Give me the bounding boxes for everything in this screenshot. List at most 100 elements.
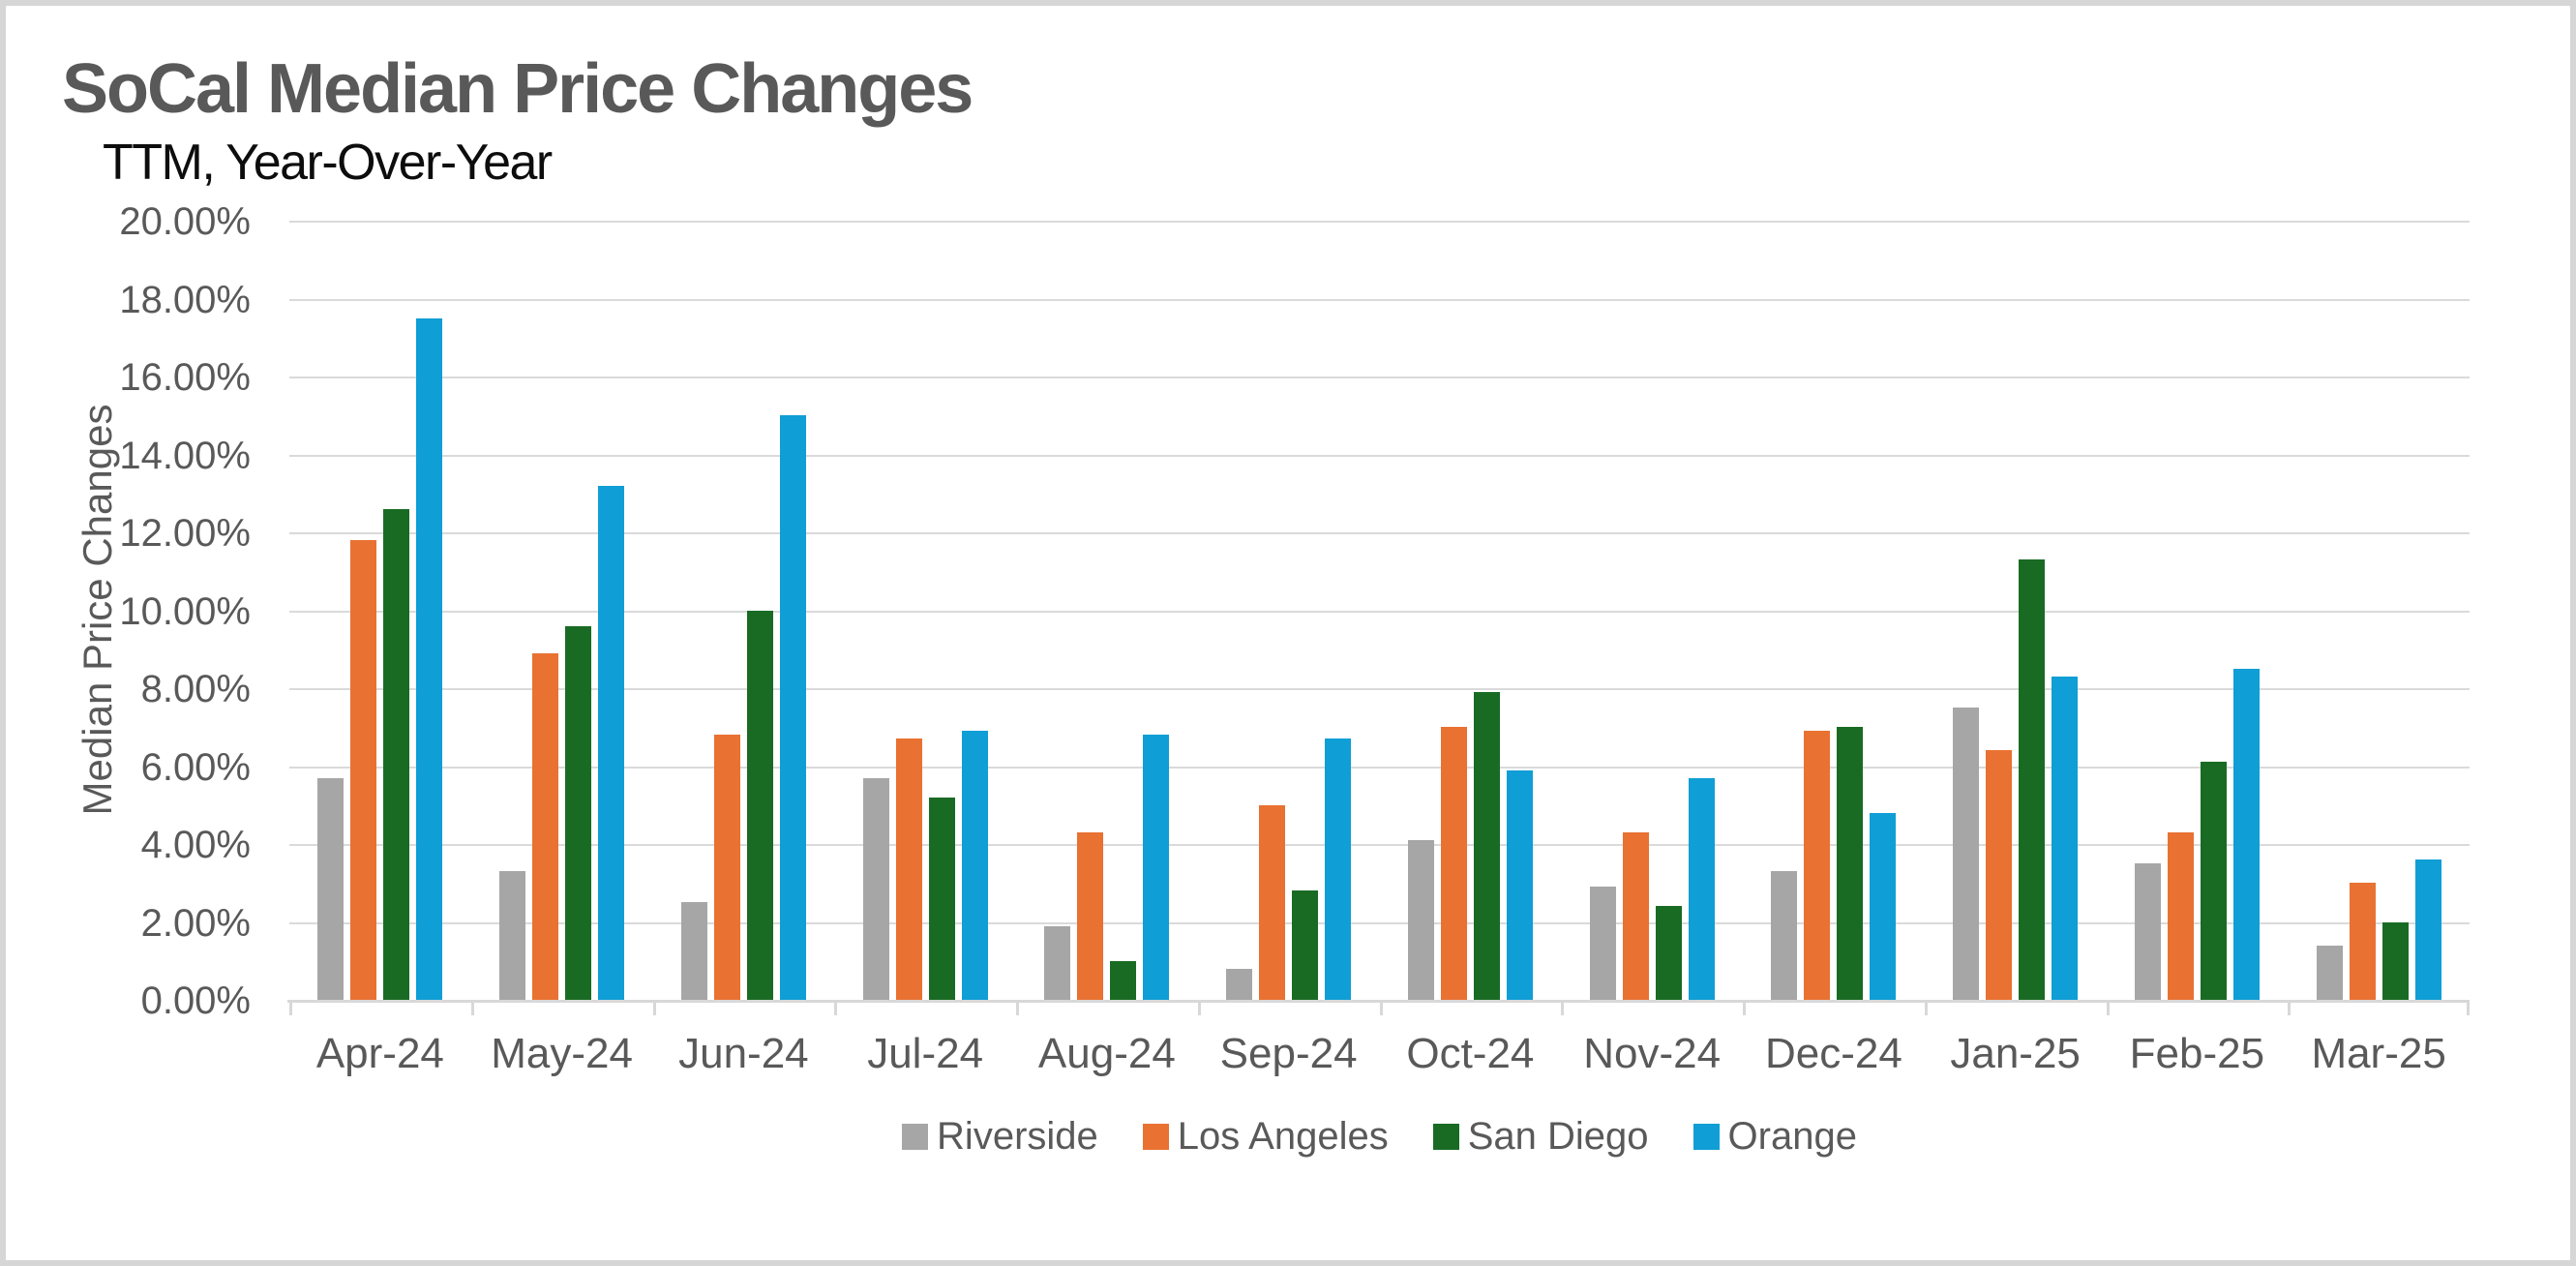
legend-label: Riverside bbox=[937, 1115, 1098, 1158]
bar-los-angeles-May-24 bbox=[532, 652, 559, 1000]
x-axis-tick bbox=[1379, 1001, 1383, 1015]
bar-riverside-Oct-24 bbox=[1407, 839, 1434, 1000]
bar-riverside-Nov-24 bbox=[1589, 887, 1616, 1000]
bar-orange-Jun-24 bbox=[779, 415, 806, 1000]
bar-orange-Dec-24 bbox=[1870, 812, 1897, 1000]
legend: Riverside Los Angeles San Diego Orange bbox=[289, 1115, 2470, 1159]
bar-group-Nov-24 bbox=[1561, 222, 1743, 1000]
y-tick-label: 20.00% bbox=[119, 200, 251, 243]
bar-san-diego-Jan-25 bbox=[2019, 559, 2046, 1000]
bar-san-diego-Feb-25 bbox=[2200, 762, 2227, 1000]
x-category-label-Nov-24: Nov-24 bbox=[1583, 1030, 1722, 1077]
gridline bbox=[289, 688, 2470, 690]
bar-group-Aug-24 bbox=[1016, 222, 1198, 1000]
x-axis-tick bbox=[289, 1001, 292, 1015]
x-category-label-Sep-24: Sep-24 bbox=[1219, 1030, 1358, 1077]
bar-orange-Feb-25 bbox=[2232, 668, 2260, 1000]
bar-riverside-Jan-25 bbox=[1953, 708, 1980, 1000]
x-category-label-May-24: May-24 bbox=[491, 1030, 633, 1077]
gridline bbox=[289, 532, 2470, 534]
x-axis-tick bbox=[1924, 1001, 1928, 1015]
bar-orange-Nov-24 bbox=[1688, 777, 1715, 1000]
chart-subtitle: TTM, Year-Over-Year bbox=[103, 135, 553, 191]
x-axis-tick bbox=[470, 1001, 474, 1015]
bar-group-Mar-25 bbox=[2288, 222, 2470, 1000]
gridline bbox=[289, 844, 2470, 846]
x-category-label-Jan-25: Jan-25 bbox=[1950, 1030, 2081, 1077]
bar-riverside-Sep-24 bbox=[1226, 968, 1253, 1000]
x-axis-line bbox=[287, 1000, 2470, 1003]
gridline bbox=[289, 610, 2470, 613]
bar-riverside-Jul-24 bbox=[862, 777, 889, 1000]
legend-label: Orange bbox=[1727, 1115, 1857, 1158]
y-tick-label: 10.00% bbox=[119, 589, 251, 633]
bar-los-angeles-Oct-24 bbox=[1440, 727, 1467, 1000]
bar-group-Sep-24 bbox=[1198, 222, 1380, 1000]
bar-san-diego-Apr-24 bbox=[383, 508, 410, 1000]
y-tick-label: 6.00% bbox=[140, 745, 251, 789]
bar-orange-Jul-24 bbox=[961, 731, 988, 1000]
y-tick-label: 18.00% bbox=[119, 278, 251, 321]
bar-los-angeles-Feb-25 bbox=[2167, 831, 2194, 1000]
bar-san-diego-Jun-24 bbox=[746, 610, 773, 1000]
x-axis-tick bbox=[2288, 1001, 2291, 1015]
bar-orange-Apr-24 bbox=[416, 317, 443, 1000]
bar-riverside-Dec-24 bbox=[1771, 871, 1798, 1000]
x-category-label-Dec-24: Dec-24 bbox=[1764, 1030, 1902, 1077]
x-axis-tick bbox=[2106, 1001, 2110, 1015]
x-axis-tick bbox=[652, 1001, 656, 1015]
bar-san-diego-Mar-25 bbox=[2381, 921, 2409, 1000]
y-tick-label: 2.00% bbox=[140, 901, 251, 945]
bar-orange-Oct-24 bbox=[1506, 769, 1533, 1000]
x-category-label-Oct-24: Oct-24 bbox=[1406, 1030, 1535, 1077]
bar-riverside-Apr-24 bbox=[317, 777, 344, 1000]
bar-riverside-May-24 bbox=[499, 871, 526, 1000]
bar-san-diego-Sep-24 bbox=[1292, 890, 1319, 1000]
x-axis-tick bbox=[1561, 1001, 1565, 1015]
x-category-label-Aug-24: Aug-24 bbox=[1037, 1030, 1176, 1077]
chart-title: SoCal Median Price Changes bbox=[62, 50, 973, 128]
y-tick-label: 16.00% bbox=[119, 356, 251, 399]
bar-los-angeles-Jun-24 bbox=[713, 735, 740, 1000]
bar-orange-May-24 bbox=[598, 485, 625, 1000]
legend-item-san-diego: San Diego bbox=[1432, 1115, 1649, 1159]
x-axis-tick bbox=[1743, 1001, 1746, 1015]
bar-riverside-Aug-24 bbox=[1044, 925, 1071, 1000]
bar-orange-Mar-25 bbox=[2414, 859, 2441, 1000]
bar-los-angeles-Apr-24 bbox=[350, 540, 377, 1000]
x-category-label-Jun-24: Jun-24 bbox=[678, 1030, 809, 1077]
x-axis-tick bbox=[2467, 1001, 2470, 1015]
bar-riverside-Mar-25 bbox=[2316, 945, 2343, 1000]
bar-san-diego-May-24 bbox=[565, 625, 592, 1000]
legend-label: Los Angeles bbox=[1177, 1115, 1389, 1158]
legend-swatch-icon bbox=[1142, 1124, 1169, 1150]
bar-riverside-Feb-25 bbox=[2134, 863, 2161, 1000]
y-tick-label: 0.00% bbox=[140, 980, 251, 1022]
legend-label: San Diego bbox=[1467, 1115, 1649, 1158]
legend-swatch-icon bbox=[902, 1124, 929, 1150]
bar-san-diego-Jul-24 bbox=[928, 797, 955, 1000]
legend-item-orange: Orange bbox=[1692, 1115, 1857, 1159]
bar-los-angeles-Sep-24 bbox=[1259, 804, 1286, 1000]
x-axis-tick bbox=[834, 1001, 838, 1015]
gridline bbox=[289, 298, 2470, 301]
bar-orange-Jan-25 bbox=[2052, 676, 2079, 1000]
bar-los-angeles-Mar-25 bbox=[2349, 883, 2376, 1000]
bar-san-diego-Aug-24 bbox=[1110, 960, 1137, 1000]
legend-item-riverside: Riverside bbox=[902, 1115, 1098, 1159]
bar-los-angeles-Nov-24 bbox=[1622, 831, 1649, 1000]
bar-group-May-24 bbox=[471, 222, 653, 1000]
bar-group-Jan-25 bbox=[1925, 222, 2107, 1000]
x-axis-tick bbox=[1016, 1001, 1019, 1015]
x-category-label-Apr-24: Apr-24 bbox=[315, 1030, 444, 1077]
bar-group-Feb-25 bbox=[2107, 222, 2289, 1000]
gridline bbox=[289, 454, 2470, 457]
x-category-label-Feb-25: Feb-25 bbox=[2129, 1030, 2265, 1077]
bar-orange-Sep-24 bbox=[1325, 738, 1352, 1000]
bar-group-Apr-24 bbox=[289, 222, 471, 1000]
bar-riverside-Jun-24 bbox=[680, 902, 707, 1000]
legend-swatch-icon bbox=[1432, 1124, 1459, 1150]
x-category-label-Jul-24: Jul-24 bbox=[867, 1030, 984, 1077]
bar-los-angeles-Dec-24 bbox=[1804, 731, 1831, 1000]
